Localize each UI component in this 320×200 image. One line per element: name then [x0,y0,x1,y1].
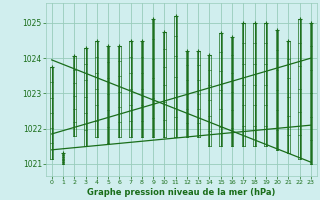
X-axis label: Graphe pression niveau de la mer (hPa): Graphe pression niveau de la mer (hPa) [87,188,276,197]
